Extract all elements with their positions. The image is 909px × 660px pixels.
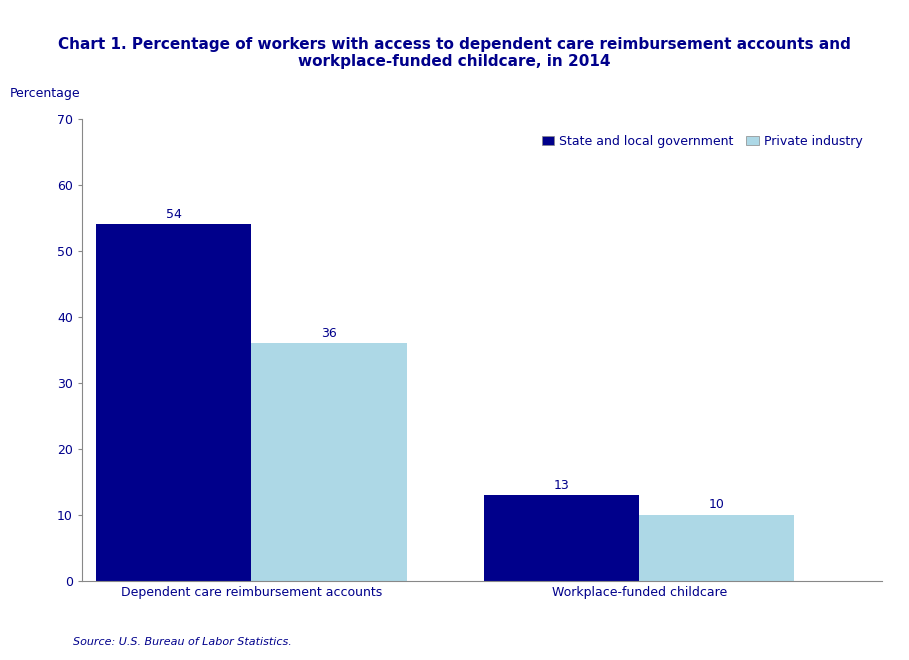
Text: Chart 1. Percentage of workers with access to dependent care reimbursement accou: Chart 1. Percentage of workers with acce… bbox=[58, 37, 851, 69]
Text: 54: 54 bbox=[166, 208, 182, 221]
Text: 10: 10 bbox=[709, 498, 724, 512]
Bar bbox=[639, 515, 794, 581]
Text: 36: 36 bbox=[321, 327, 337, 340]
Text: 13: 13 bbox=[554, 478, 570, 492]
Text: Percentage: Percentage bbox=[10, 87, 80, 100]
Bar bbox=[484, 495, 639, 581]
Bar bbox=[252, 343, 406, 581]
Bar bbox=[96, 224, 252, 581]
Text: Source: U.S. Bureau of Labor Statistics.: Source: U.S. Bureau of Labor Statistics. bbox=[73, 637, 292, 647]
Legend: State and local government, Private industry: State and local government, Private indu… bbox=[537, 129, 867, 152]
